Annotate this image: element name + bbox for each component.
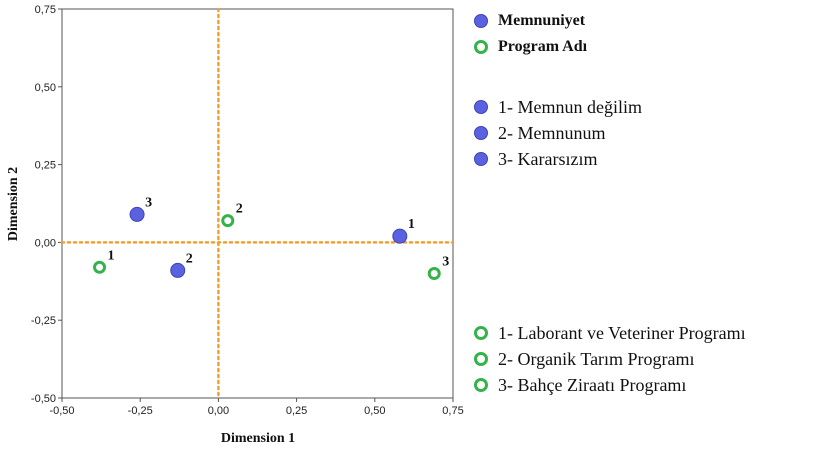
data-label: 1 xyxy=(108,248,115,263)
data-point xyxy=(392,228,408,244)
data-point xyxy=(129,206,145,222)
legend-item: 2- Organik Tarım Programı xyxy=(474,346,746,372)
x-tick-label: -0,50 xyxy=(49,405,74,417)
filled-circle-icon xyxy=(474,100,488,114)
x-tick-label: 0,75 xyxy=(442,405,463,417)
legend-program-categories: 1- Laborant ve Veteriner Programı 2- Org… xyxy=(474,320,746,398)
legend-label: 3- Kararsızım xyxy=(498,148,598,169)
legend-label: 1- Laborant ve Veteriner Programı xyxy=(498,322,746,343)
data-label: 3 xyxy=(442,255,449,270)
data-point xyxy=(221,214,235,228)
legend-memnuniyet-categories: 1- Memnun değilim 2- Memnunum 3- Kararsı… xyxy=(474,94,642,172)
x-tick-label: 0,00 xyxy=(208,405,229,417)
legend-item: 3- Bahçe Ziraatı Programı xyxy=(474,372,746,398)
legend-label: 2- Memnunum xyxy=(498,122,606,143)
x-tick-label: -0,25 xyxy=(128,405,153,417)
x-tick-label: 0,25 xyxy=(286,405,307,417)
legend-label: 1- Memnun değilim xyxy=(498,96,642,117)
y-tick-label: 0,50 xyxy=(35,82,56,94)
filled-circle-icon xyxy=(474,126,488,140)
legend-label: Memnuniyet xyxy=(498,12,586,29)
filled-circle-icon xyxy=(474,14,488,28)
filled-circle-icon xyxy=(474,152,488,166)
legend-label: Program Adı xyxy=(498,38,588,55)
legend-item: 1- Memnun değilim xyxy=(474,94,642,120)
y-tick-label: 0,75 xyxy=(35,4,56,16)
y-tick-label: 0,00 xyxy=(35,237,56,249)
data-point xyxy=(170,262,186,278)
hollow-circle-icon xyxy=(474,40,488,54)
plot-area xyxy=(61,8,454,399)
y-axis-title: Dimension 2 xyxy=(6,167,21,241)
data-label: 3 xyxy=(145,195,152,210)
legend-entry-program-adi: Program Adı xyxy=(474,34,587,60)
data-label: 2 xyxy=(236,202,243,217)
legend-label: 3- Bahçe Ziraatı Programı xyxy=(498,374,687,395)
x-tick-label: 0,50 xyxy=(364,405,385,417)
data-label: 1 xyxy=(408,217,415,232)
hollow-circle-icon xyxy=(474,378,488,392)
legend-series: Memnuniyet Program Adı xyxy=(474,8,587,60)
legend-item: 1- Laborant ve Veteriner Programı xyxy=(474,320,746,346)
x-axis-title: Dimension 1 xyxy=(221,431,295,446)
legend-item: 3- Kararsızım xyxy=(474,146,642,172)
legend-item: 2- Memnunum xyxy=(474,120,642,146)
hollow-circle-icon xyxy=(474,352,488,366)
y-tick-label: -0,25 xyxy=(31,315,56,327)
data-point xyxy=(427,267,441,281)
data-point xyxy=(93,260,107,274)
y-tick-label: 0,25 xyxy=(35,160,56,172)
legend-entry-memnuniyet: Memnuniyet xyxy=(474,8,587,34)
data-label: 2 xyxy=(186,251,193,266)
hollow-circle-icon xyxy=(474,326,488,340)
y-tick-label: -0,50 xyxy=(31,393,56,405)
legend-label: 2- Organik Tarım Programı xyxy=(498,348,695,369)
